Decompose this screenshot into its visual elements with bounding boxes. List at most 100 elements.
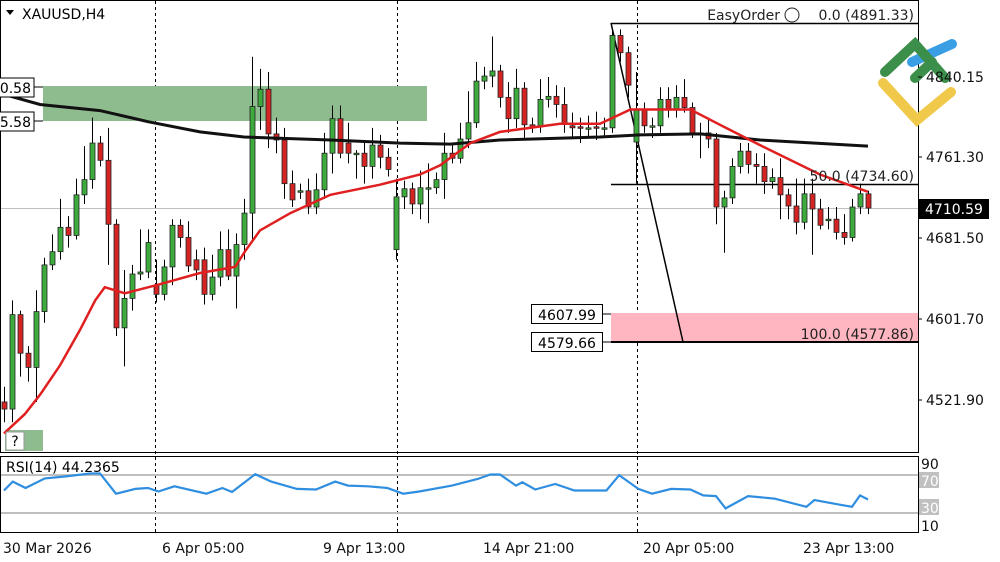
rsi-axis-label: 30	[921, 501, 939, 517]
candle	[73, 178, 80, 240]
rsi-level-box	[919, 499, 939, 515]
rsi-axis: 90 70 30 10	[919, 457, 939, 535]
candle	[313, 173, 320, 215]
triangle-down-icon[interactable]	[6, 10, 14, 15]
bearish-candle-body	[113, 223, 120, 329]
bullish-candle-body	[433, 179, 440, 189]
bullish-candle-body	[41, 264, 48, 312]
current-price-label: 4710.59	[925, 202, 983, 218]
easyorder-overlay-label: EasyOrder	[707, 8, 780, 24]
candle	[865, 190, 872, 215]
bullish-candle-body	[721, 197, 728, 208]
bullish-candle-body	[857, 193, 864, 208]
demand-zone-labels: 4607.99 4579.66	[531, 304, 611, 352]
candle	[137, 229, 144, 281]
bullish-candle-body	[513, 87, 520, 120]
bullish-candle-body	[401, 188, 408, 198]
candle	[65, 216, 72, 248]
candle	[209, 254, 216, 301]
candle	[377, 134, 384, 169]
supply-zone-bottom-label: 5.58	[0, 115, 31, 131]
candle	[769, 168, 776, 189]
bearish-candle-body	[377, 144, 384, 158]
candle	[793, 178, 800, 235]
bullish-candle-body	[89, 142, 96, 181]
bullish-candle-body	[473, 80, 480, 124]
candle	[433, 172, 440, 194]
rsi-level-box	[919, 472, 939, 488]
candle	[345, 122, 352, 164]
candle	[481, 66, 488, 90]
fibonacci-retracement[interactable]	[610, 22, 918, 343]
candle	[473, 61, 480, 128]
candle	[161, 259, 168, 301]
price-axis-label: 4761.30	[926, 150, 984, 166]
bearish-candle-body	[97, 142, 104, 161]
candle	[185, 221, 192, 272]
bullish-candle-body	[169, 224, 176, 268]
bullish-candle-body	[353, 152, 360, 156]
demand-zone[interactable]	[611, 313, 918, 342]
help-button[interactable]	[5, 431, 25, 451]
candle	[745, 143, 752, 174]
bearish-candle-body	[225, 249, 232, 277]
bullish-candle-body	[673, 96, 680, 110]
candle	[305, 178, 312, 215]
bullish-candle-body	[737, 150, 744, 167]
bullish-candle-body	[33, 311, 40, 368]
candle	[817, 198, 824, 230]
candle	[9, 300, 16, 423]
bearish-candle-body	[617, 35, 624, 54]
candle	[33, 290, 40, 402]
bullish-candle-body	[161, 266, 168, 295]
logo-green-chevron	[880, 36, 950, 83]
candle	[41, 257, 48, 323]
candle	[809, 178, 816, 255]
bullish-candle-body	[825, 218, 832, 222]
candle	[321, 132, 328, 199]
bullish-candle-body	[9, 314, 16, 410]
fib-level-0-label: 0.0 (4891.33)	[818, 8, 914, 24]
candles	[1, 29, 872, 423]
bearish-candle-body	[593, 126, 600, 129]
bearish-candle-body	[753, 163, 760, 167]
candle	[89, 117, 96, 189]
help-button-label: ?	[11, 434, 18, 450]
bearish-candle-body	[665, 98, 672, 110]
bullish-candle-body	[489, 70, 496, 77]
supply-zone[interactable]	[43, 86, 427, 121]
candle	[25, 346, 32, 382]
candle	[385, 148, 392, 177]
rsi-pane-frame	[0, 456, 919, 533]
easyorder-circle-icon[interactable]	[784, 7, 800, 23]
time-axis-label: 20 Apr 05:00	[643, 541, 734, 557]
candle	[105, 127, 112, 265]
bullish-candle-body	[249, 106, 256, 214]
candle	[409, 182, 416, 215]
price-label-box	[0, 111, 35, 132]
candle	[393, 178, 400, 260]
bullish-candle-body	[849, 206, 856, 238]
price-axis-label: 4521.90	[926, 393, 984, 409]
bearish-candle-body	[65, 226, 72, 236]
bullish-candle-body	[633, 109, 640, 143]
bullish-candle-body	[297, 190, 304, 193]
candle	[81, 146, 88, 204]
candle	[169, 219, 176, 286]
candle	[361, 141, 368, 184]
bearish-candle-body	[641, 109, 648, 127]
price-label-box	[531, 304, 603, 324]
time-axis-label: 30 Mar 2026	[3, 541, 92, 557]
candle	[513, 68, 520, 128]
candle	[569, 112, 576, 138]
price-axis: 4840.15 4761.30 4681.50 4601.70 4521.90 …	[918, 70, 989, 409]
fib-trendline[interactable]	[610, 22, 684, 343]
bearish-candle-body	[361, 152, 368, 167]
candle	[49, 234, 56, 270]
bearish-candle-body	[409, 188, 416, 205]
candle	[825, 207, 832, 230]
candle	[681, 79, 688, 113]
bearish-candle-body	[265, 88, 272, 135]
slow-moving-average-line	[0, 91, 869, 148]
